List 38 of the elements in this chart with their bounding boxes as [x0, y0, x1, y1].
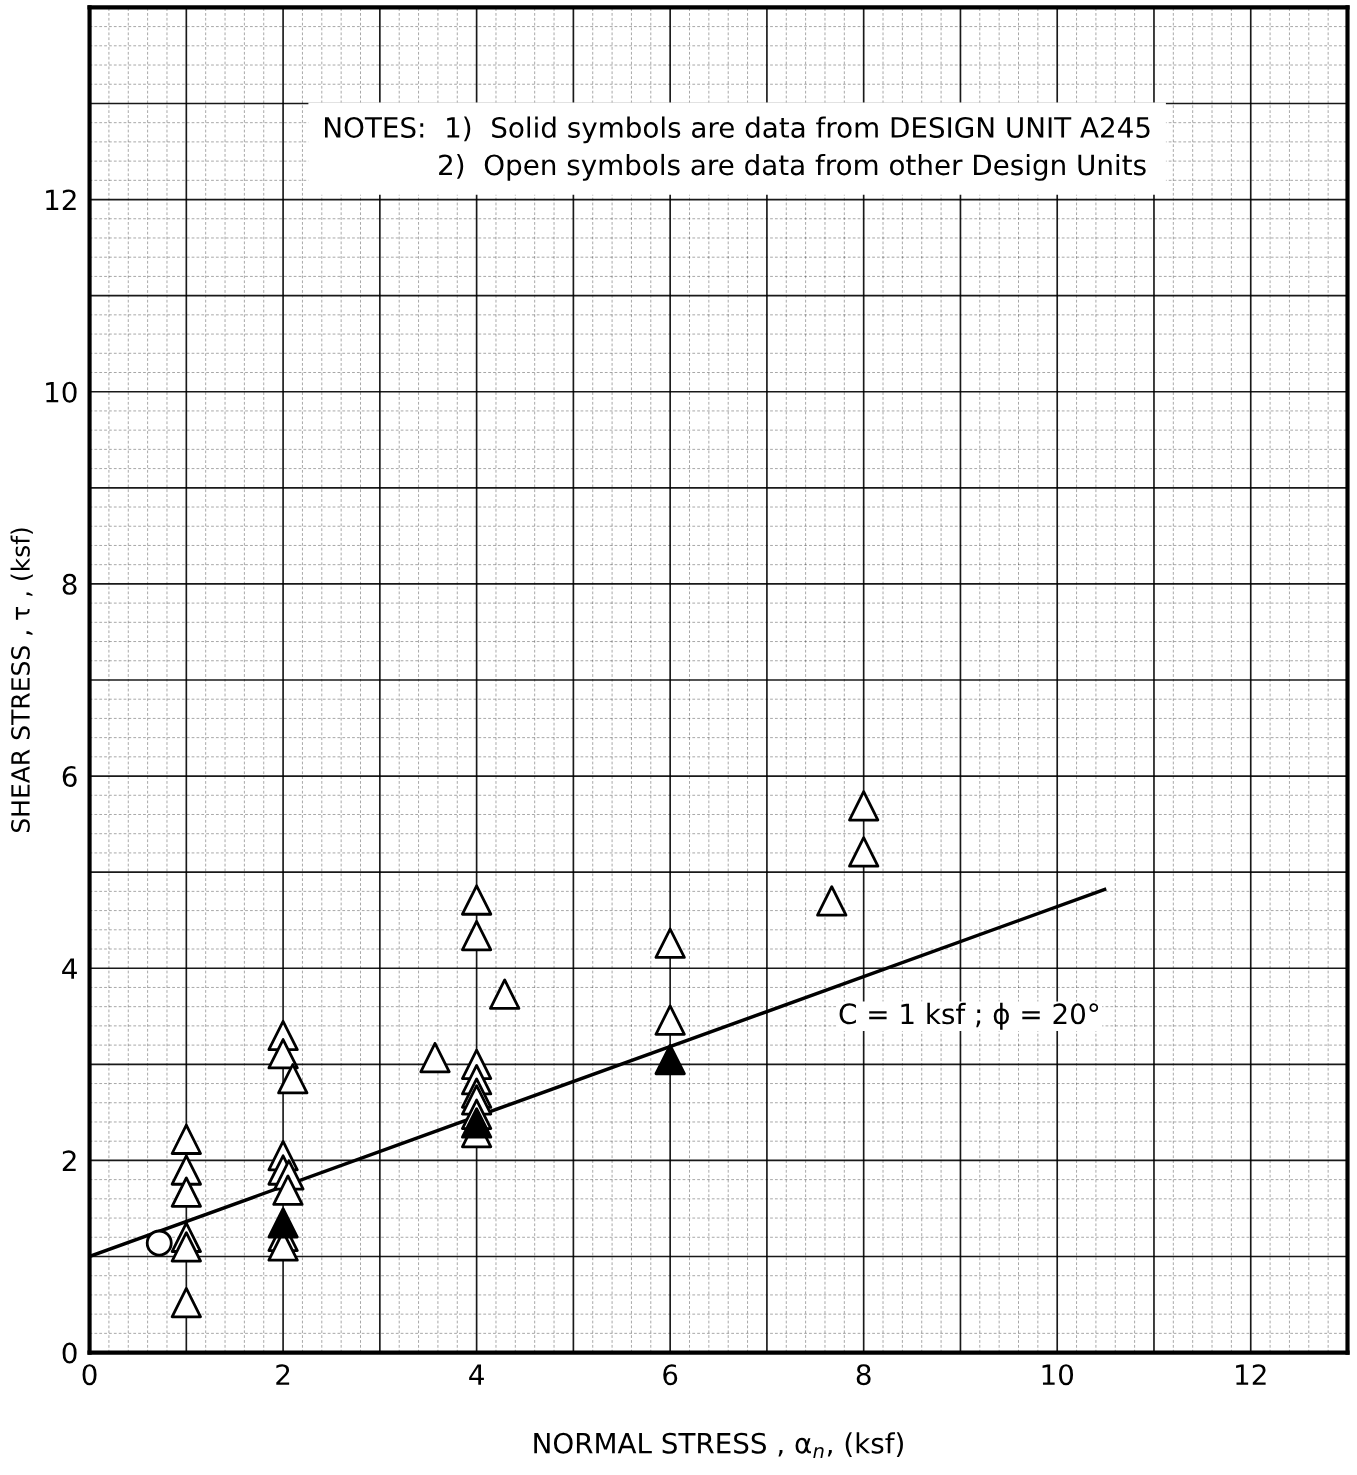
x-tick-label: 8 — [856, 1364, 871, 1386]
y-tick-label: 0 — [62, 1342, 77, 1364]
point — [816, 885, 848, 917]
y-tick-label: 12 — [46, 189, 76, 211]
point — [461, 1107, 493, 1139]
point — [848, 790, 880, 822]
point — [461, 919, 493, 952]
point — [170, 1176, 202, 1208]
y-axis-title: SHEAR STRESS , τ , (ksf) — [10, 528, 33, 833]
point — [419, 1041, 451, 1074]
point — [272, 1174, 304, 1206]
x-tick-label: 12 — [1236, 1364, 1266, 1385]
point — [267, 1038, 299, 1070]
point — [489, 978, 521, 1010]
y-tick-label: 10 — [46, 381, 77, 403]
point — [170, 1123, 202, 1155]
point — [654, 1004, 686, 1036]
x-tick-label: 0 — [82, 1364, 97, 1386]
y-tick-label: 8 — [62, 573, 77, 595]
point — [461, 884, 493, 916]
x-tick-label: 10 — [1042, 1364, 1074, 1386]
x-tick-label: 4 — [469, 1364, 484, 1385]
point — [277, 1063, 309, 1095]
annotation: C = 1 ksf ; ϕ = 20° — [839, 1002, 1099, 1030]
x-axis-title: NORMAL STRESS , α$_{n}$, (ksf) — [534, 1432, 903, 1458]
y-tick-label: 4 — [62, 958, 77, 979]
y-tick-label: 6 — [62, 766, 77, 788]
point — [267, 1207, 299, 1239]
annotation: NOTES: 1) Solid symbols are data from DESIGN UNIT A245 2) Open symbols are data from other Design Units — [325, 116, 1150, 181]
point — [145, 1229, 173, 1257]
y-tick-label: 2 — [62, 1150, 76, 1171]
point — [170, 1286, 202, 1319]
point — [654, 1043, 686, 1076]
x-tick-label: 6 — [663, 1364, 678, 1386]
point — [654, 927, 686, 959]
point — [848, 836, 880, 868]
x-tick-label: 2 — [276, 1364, 290, 1385]
point — [170, 1231, 202, 1263]
